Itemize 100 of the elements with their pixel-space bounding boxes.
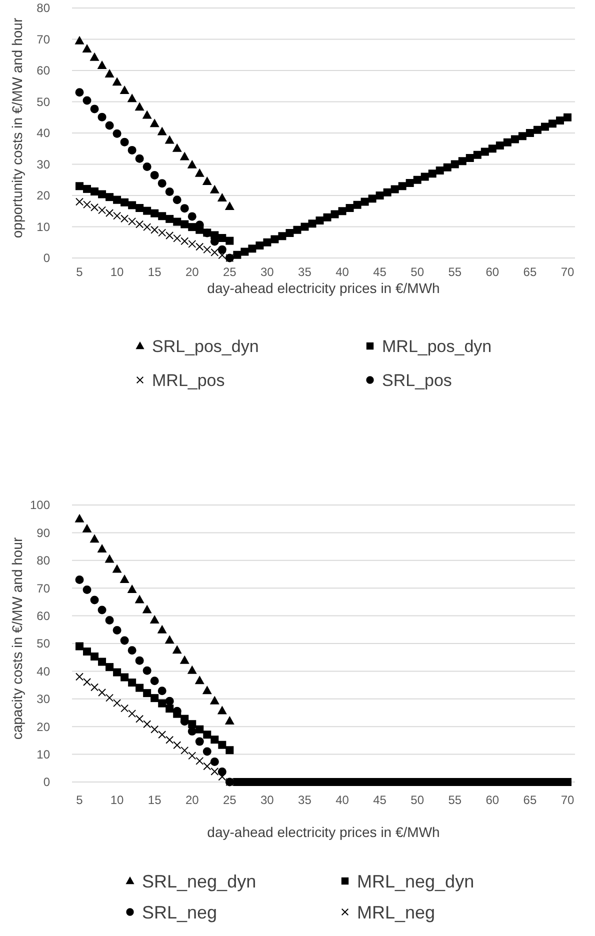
point [202,747,212,756]
point [210,696,220,704]
point [112,129,122,138]
point [98,688,106,697]
point [120,138,129,146]
point [210,758,219,766]
point [188,727,196,736]
point [106,209,114,217]
x-tick-label: 50 [410,265,424,280]
point [150,614,160,624]
point [218,772,226,781]
x-tick-label: 65 [523,265,537,280]
x-tick-label: 25 [222,265,237,280]
point [128,146,136,154]
point [158,228,166,237]
point [203,246,212,254]
point [173,234,182,242]
point [217,193,227,202]
x-tick-label: 40 [336,793,350,808]
point [218,251,226,260]
point [218,245,226,254]
legend-label: SRL_neg_dyn [142,871,256,892]
legend-label: SRL_pos_dyn [152,336,259,356]
point [105,616,114,624]
point [202,686,212,694]
point [166,232,174,240]
x-tick-label: 35 [298,265,312,280]
x-axis-title: day-ahead electricity prices in €/MWh [207,280,440,296]
y-tick-label: 60 [36,64,50,78]
y-tick-label: 20 [36,188,50,203]
x-tick-label: 45 [373,793,387,808]
x-tick-label: 70 [560,793,574,808]
point [75,88,84,97]
point [82,96,92,105]
point [158,686,166,696]
point [150,676,159,686]
point [165,696,174,706]
x-tick-label: 70 [560,265,574,280]
point [112,626,122,634]
point [150,170,159,180]
point [188,752,196,760]
point [150,118,160,128]
x-tick-label: 45 [373,265,387,280]
legend-label: MRL_neg_dyn [357,871,474,892]
point [172,196,182,204]
point [210,248,219,256]
x-tick-label: 60 [486,793,500,808]
point [90,203,99,212]
point [120,574,130,584]
y-tick-label: 60 [36,609,50,623]
x-tick-label: 55 [448,265,462,280]
point [120,704,129,712]
point [224,201,234,210]
point [104,554,114,563]
point [210,767,219,776]
legend-label: MRL_pos_dyn [382,336,492,356]
point [105,121,114,130]
x-tick-label: 5 [76,265,84,280]
point [112,77,122,86]
point [166,736,174,744]
point [203,762,212,770]
point [187,160,197,168]
point [135,154,144,163]
point [164,635,174,644]
point [142,604,152,614]
point [202,176,212,185]
x-tick-label: 60 [486,265,500,280]
point [98,606,106,614]
point [90,534,100,543]
point [128,710,136,718]
point [187,665,197,674]
legend-label: MRL_neg [357,902,436,922]
point [120,214,129,223]
y-tick-label: 20 [36,720,50,734]
point [188,212,196,221]
point [217,706,227,714]
point [142,110,152,119]
point [120,636,129,645]
point [157,624,167,634]
point [142,666,152,675]
x-tick-label: 40 [336,265,350,280]
point [75,576,84,584]
point [90,104,99,114]
point [113,212,122,220]
y-tick-label: 80 [36,554,50,568]
legend-label: SRL_neg [142,902,218,922]
y-tick-label: 10 [36,748,50,762]
legend-label: SRL_pos [382,370,452,390]
point [76,198,84,206]
y-tick-label: 70 [36,32,50,46]
point [150,226,159,234]
point [180,655,190,664]
x-tick-label: 35 [298,793,312,808]
point [134,102,144,111]
point [142,162,152,171]
point [172,645,182,654]
x-axis-title: day-ahead electricity prices in €/MWh [207,824,440,840]
x-tick-label: 15 [148,793,162,808]
x-tick-label: 10 [110,793,124,808]
point [196,756,204,765]
